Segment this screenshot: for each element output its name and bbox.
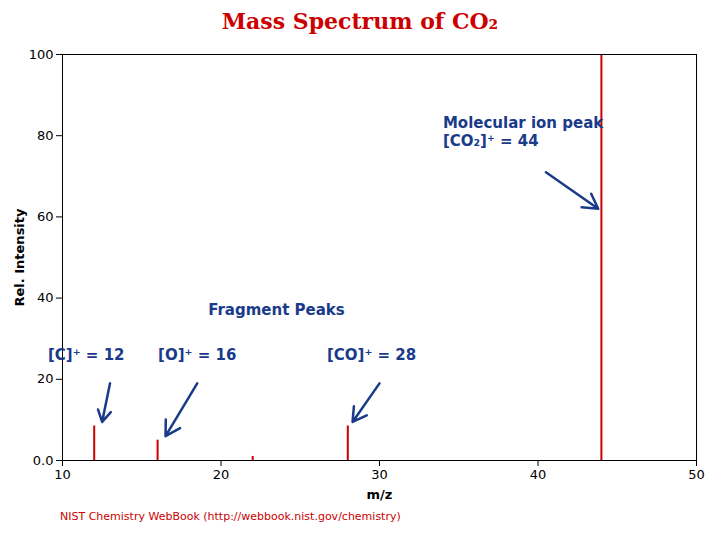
svg-text:20: 20 xyxy=(37,371,54,386)
svg-text:40: 40 xyxy=(530,467,547,482)
svg-text:[O]⁺ = 16: [O]⁺ = 16 xyxy=(158,346,236,364)
svg-text:Molecular ion peak[CO₂]⁺ = 44: Molecular ion peak[CO₂]⁺ = 44 xyxy=(443,114,604,150)
svg-text:50: 50 xyxy=(688,467,705,482)
svg-text:60: 60 xyxy=(37,209,54,224)
svg-text:m/z: m/z xyxy=(367,487,393,502)
svg-text:Rel. Intensity: Rel. Intensity xyxy=(12,208,27,307)
svg-text:30: 30 xyxy=(371,467,388,482)
svg-text:0.0: 0.0 xyxy=(33,453,54,468)
svg-text:20: 20 xyxy=(213,467,230,482)
svg-text:80: 80 xyxy=(37,128,54,143)
svg-text:[CO]⁺ = 28: [CO]⁺ = 28 xyxy=(327,346,416,364)
svg-text:Fragment Peaks: Fragment Peaks xyxy=(208,301,345,319)
svg-text:10: 10 xyxy=(54,467,71,482)
svg-text:[C]⁺ = 12: [C]⁺ = 12 xyxy=(48,346,125,364)
svg-text:40: 40 xyxy=(37,290,54,305)
svg-text:100: 100 xyxy=(29,47,54,62)
html-text:NIST Chemistry WebBook (http:/: NIST Chemistry WebBook (http://webbook.n… xyxy=(60,510,401,523)
html-text:Mass Spectrum of CO₂: Mass Spectrum of CO₂ xyxy=(221,8,499,34)
